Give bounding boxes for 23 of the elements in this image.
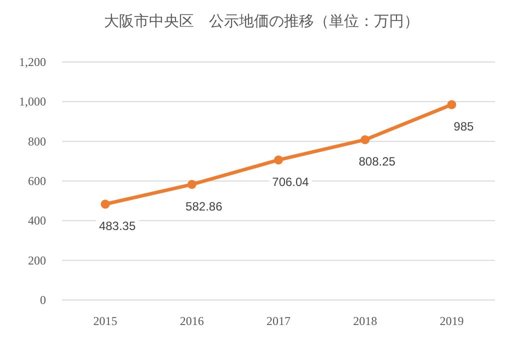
- point: [360, 135, 370, 144]
- y-tick-label: 600: [28, 174, 46, 188]
- point: [274, 155, 283, 164]
- y-tick-label: 0: [40, 293, 46, 307]
- x-tick-label: 2019: [440, 314, 464, 328]
- point: [447, 100, 456, 110]
- y-tick-label: 800: [28, 134, 46, 148]
- data-label: 483.35: [98, 219, 136, 234]
- y-tick-label: 1,200: [19, 55, 46, 69]
- x-tick-label: 2018: [353, 314, 378, 328]
- data-label: 985: [454, 120, 474, 134]
- x-tick-label: 2017: [266, 314, 290, 328]
- data-label: 808.25: [358, 154, 396, 169]
- data-label: 582.86: [186, 199, 223, 214]
- point: [187, 180, 196, 189]
- x-tick-label: 2015: [93, 314, 118, 328]
- y-tick-label: 400: [28, 214, 46, 228]
- chart-title: 大阪市中央区 公示地価の推移（単位：万円）: [104, 13, 419, 30]
- y-tick-label: 200: [28, 253, 46, 268]
- data-label: 706.04: [272, 174, 310, 189]
- y-tick-label: 1,000: [19, 94, 46, 109]
- point: [100, 200, 110, 209]
- x-tick-label: 2016: [180, 314, 204, 328]
